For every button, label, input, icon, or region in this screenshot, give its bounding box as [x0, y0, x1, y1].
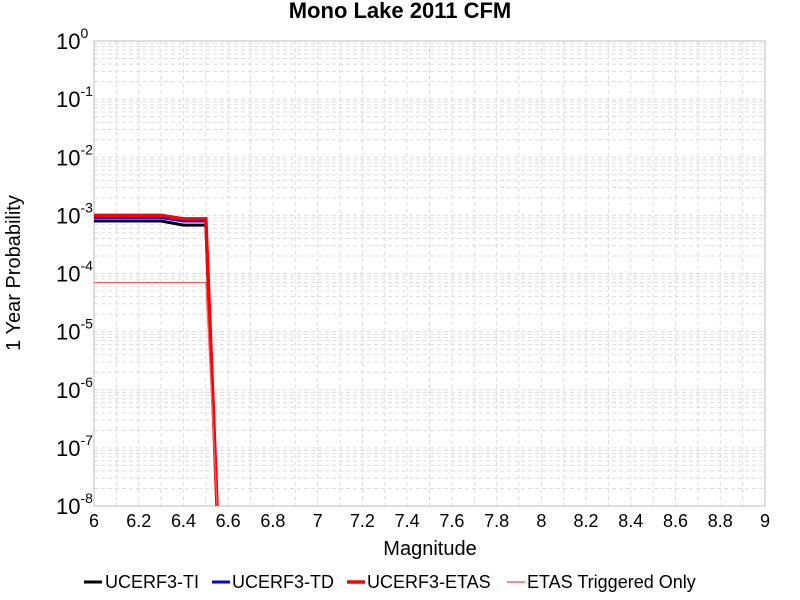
x-tick-label: 6.6 [216, 511, 241, 531]
x-tick-label: 8.4 [618, 511, 643, 531]
x-tick-label: 7 [313, 511, 323, 531]
y-axis-label: 1 Year Probability [3, 195, 25, 351]
x-tick-label: 6.4 [171, 511, 196, 531]
legend-label-0: UCERF3-TI [105, 572, 199, 592]
x-tick-label: 8 [536, 511, 546, 531]
y-tick-label: 10-4 [56, 258, 93, 287]
legend: UCERF3-TI UCERF3-TD UCERF3-ETAS ETAS Trigge… [84, 572, 696, 592]
series-layer [94, 213, 219, 507]
y-tick-label: 10-3 [56, 199, 93, 228]
x-tick-label: 6.8 [260, 511, 285, 531]
y-tick-label: 10-6 [56, 374, 93, 403]
y-tick-label: 10-7 [56, 432, 93, 461]
x-tick-label: 9 [760, 511, 770, 531]
x-tick-label: 7.4 [395, 511, 420, 531]
x-tick-label: 7.2 [350, 511, 375, 531]
grid-lines [94, 41, 765, 506]
series-line-3 [94, 281, 218, 507]
y-tick-label: 10-1 [56, 83, 93, 112]
legend-label-1: UCERF3-TD [232, 572, 334, 592]
x-tick-label: 8.8 [708, 511, 733, 531]
series-line-2 [94, 213, 219, 507]
y-tick-label: 10-2 [56, 141, 93, 170]
x-axis-label: Magnitude [383, 538, 476, 560]
x-tick-label: 6.2 [126, 511, 151, 531]
x-tick-label: 8.6 [663, 511, 688, 531]
x-tick-label: 7.6 [439, 511, 464, 531]
series-line-0 [94, 219, 219, 507]
y-tick-labels: 100 10-1 10-2 10-3 10-4 10-5 10-6 10-7 10-8 [56, 25, 93, 519]
y-tick-label: 100 [56, 25, 88, 54]
legend-label-2: UCERF3-ETAS [367, 572, 491, 592]
legend-label-3: ETAS Triggered Only [527, 572, 696, 592]
series-line-1 [94, 215, 219, 507]
x-tick-labels: 6 6.2 6.4 6.6 6.8 7 7.2 7.4 7.6 7.8 8 8.2 8.4 8.6 8.8 9 [89, 511, 770, 531]
chart-title: Mono Lake 2011 CFM [289, 0, 512, 23]
y-tick-label: 10-5 [56, 316, 93, 345]
x-tick-label: 7.8 [484, 511, 509, 531]
x-tick-label: 6 [89, 511, 99, 531]
plot-frame [93, 40, 766, 507]
x-tick-label: 8.2 [574, 511, 599, 531]
y-tick-label: 10-8 [56, 490, 93, 519]
